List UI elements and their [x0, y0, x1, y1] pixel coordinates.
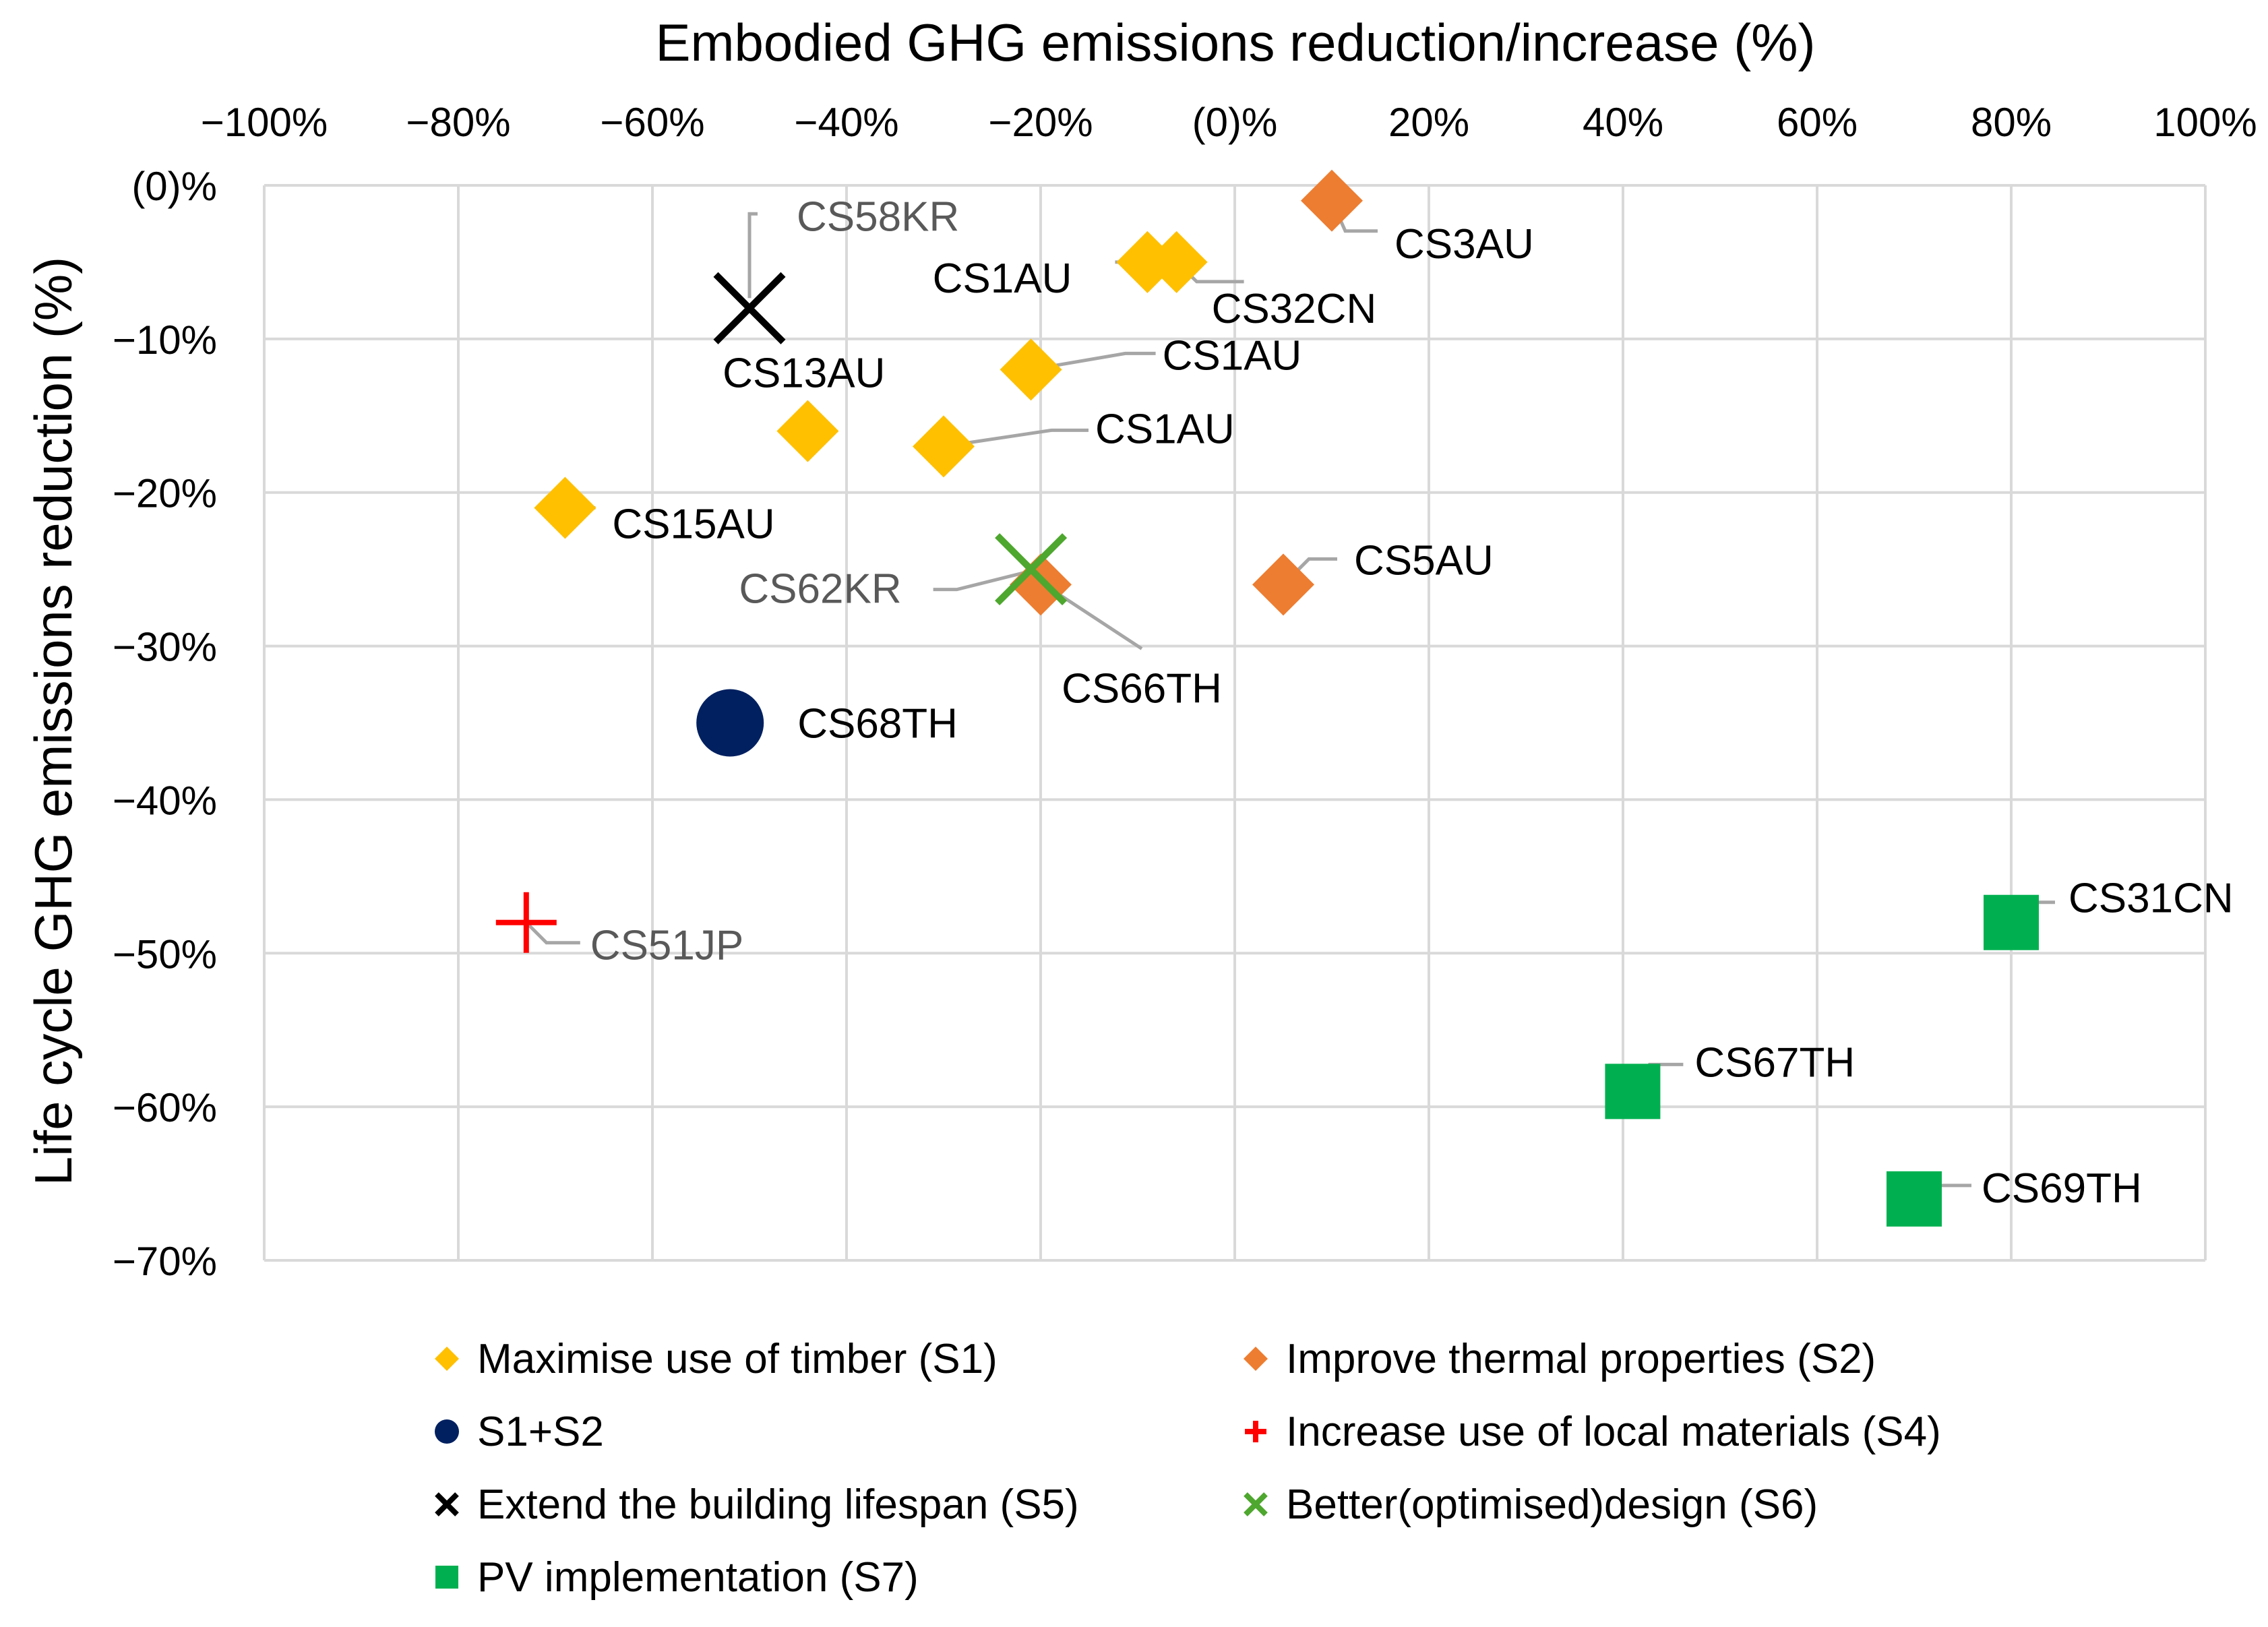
legend-item-s6: Better(optimised)design (S6): [1240, 1477, 2049, 1532]
y-tick-label: −40%: [113, 778, 217, 823]
x-axis-ticks: −100% −80% −60% −40% −20% (0)% 20% 40% 60% 80% 100…: [201, 100, 2257, 145]
yellow-diamond-icon: [431, 1343, 462, 1374]
legend-item-s12: S1+S2: [431, 1404, 1240, 1459]
y-tick-label: −70%: [113, 1239, 217, 1284]
legend-label-s7: PV implementation (S7): [477, 1554, 919, 1601]
x-tick-label: −100%: [201, 100, 328, 145]
legend-label-s6: Better(optimised)design (S6): [1286, 1481, 1818, 1528]
data-points: [495, 169, 2039, 1227]
data-label-s2-0: CS3AU: [1394, 221, 1534, 268]
y-tick-label: −20%: [113, 471, 217, 516]
navy-circle-icon: [431, 1416, 462, 1447]
data-label-s6-0: CS62KR: [739, 566, 901, 613]
x-axis-title: Embodied GHG emissions reduction/increas…: [655, 13, 1815, 72]
legend-item-s7: PV implementation (S7): [431, 1549, 1240, 1605]
leader-line: [933, 571, 1025, 592]
legend-item-s2: Improve thermal properties (S2): [1240, 1331, 2049, 1386]
data-label-s7-1: CS67TH: [1694, 1039, 1855, 1086]
x-tick-label: 20%: [1388, 100, 1469, 145]
y-axis-title: Life cycle GHG emissions reduction (%): [24, 257, 83, 1186]
data-label-s7-2: CS69TH: [1982, 1165, 2142, 1212]
legend-item-s1: Maximise use of timber (S1): [431, 1331, 1240, 1386]
point-s2-0: [1301, 169, 1363, 232]
point-s2-2: [1010, 553, 1072, 616]
gridlines: [263, 184, 2207, 1262]
leader-line: [1031, 351, 1156, 371]
point-s5-0: [713, 272, 786, 344]
point-s7-0: [1984, 894, 2039, 950]
legend-item-s5: Extend the building lifespan (S5): [431, 1477, 1240, 1532]
x-tick-label: 60%: [1777, 100, 1858, 145]
x-tick-label: −60%: [600, 100, 704, 145]
y-tick-label: −30%: [113, 625, 217, 670]
point-s1-3: [776, 400, 839, 462]
orange-diamond-icon: [1240, 1343, 1271, 1374]
x-tick-label: −40%: [794, 100, 898, 145]
point-s4-0: [495, 892, 557, 953]
x-tick-label: (0)%: [1192, 100, 1278, 145]
y-tick-label: (0)%: [131, 164, 217, 209]
point-s1-5: [534, 477, 596, 539]
red-plus-icon: [1240, 1416, 1271, 1447]
leader-line: [747, 212, 758, 299]
legend-label-s1: Maximise use of timber (S1): [477, 1335, 998, 1382]
x-tick-label: 100%: [2153, 100, 2257, 145]
point-s1-4: [913, 415, 975, 478]
leader-line: [943, 428, 1089, 448]
point-s1-2: [1000, 338, 1062, 401]
data-label-s1-1: CS32CN: [1212, 286, 1377, 332]
point-s12-0: [696, 689, 764, 757]
data-label-s5-0: CS58KR: [797, 193, 959, 240]
leader-line: [525, 921, 580, 945]
black-x-icon: [431, 1489, 462, 1520]
data-label-s4-0: CS51JP: [590, 923, 743, 969]
point-s7-1: [1605, 1064, 1661, 1119]
legend-label-s4: Increase use of local materials (S4): [1286, 1408, 1941, 1455]
data-label-s1-0: CS1AU: [933, 255, 1072, 302]
data-label-s1-3: CS13AU: [723, 350, 885, 397]
legend-label-s2: Improve thermal properties (S2): [1286, 1335, 1876, 1382]
data-label-s1-2: CS1AU: [1163, 332, 1302, 379]
point-s2-1: [1252, 553, 1314, 616]
data-label-s1-4: CS1AU: [1095, 406, 1235, 452]
legend-item-s4: Increase use of local materials (S4): [1240, 1404, 2049, 1459]
legend: Maximise use of timber (S1) Improve ther…: [431, 1331, 2049, 1605]
data-label-s7-0: CS31CN: [2068, 876, 2234, 922]
data-label-s1-5: CS15AU: [612, 501, 774, 548]
y-tick-label: −10%: [113, 317, 217, 363]
data-label-s2-1: CS5AU: [1354, 537, 1494, 584]
y-tick-label: −50%: [113, 931, 217, 977]
y-axis-ticks: (0)% −10% −20% −30% −40% −50% −60% −70%: [113, 164, 217, 1284]
data-label-s12-0: CS68TH: [797, 701, 958, 747]
x-tick-label: 80%: [1971, 100, 2052, 145]
x-tick-label: 40%: [1583, 100, 1663, 145]
legend-label-s12: S1+S2: [477, 1408, 604, 1455]
y-tick-label: −60%: [113, 1085, 217, 1130]
point-s7-2: [1887, 1171, 1942, 1227]
x-tick-label: −20%: [988, 100, 1093, 145]
green-x-icon: [1240, 1489, 1271, 1520]
legend-label-s5: Extend the building lifespan (S5): [477, 1481, 1079, 1528]
point-s1-1: [1145, 231, 1208, 293]
data-labels: CS1AUCS32CNCS1AUCS13AUCS1AUCS15AUCS3AUCS…: [590, 193, 2234, 1212]
data-label-s2-2: CS66TH: [1062, 665, 1222, 712]
point-s6-0: [995, 533, 1068, 606]
x-tick-label: −80%: [406, 100, 510, 145]
green-square-icon: [431, 1562, 462, 1593]
